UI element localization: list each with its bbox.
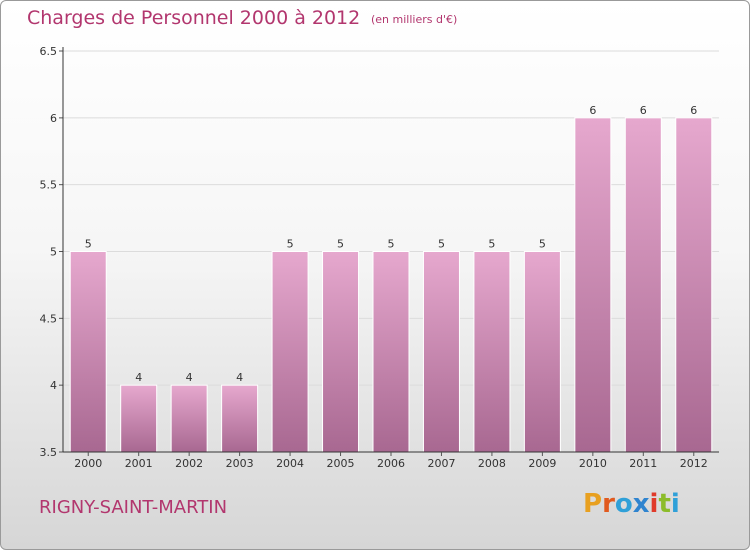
bar-value-label: 5 xyxy=(438,238,445,251)
bar-2010 xyxy=(574,117,612,453)
bar-2011 xyxy=(624,117,662,453)
y-tick-label: 4 xyxy=(50,379,57,392)
y-tick-label: 4.5 xyxy=(40,312,58,325)
proxiti-logo: Proxiti xyxy=(583,489,680,519)
bar-value-label: 6 xyxy=(690,104,697,117)
x-tick-label: 2007 xyxy=(427,457,455,470)
x-tick-label: 2012 xyxy=(680,457,708,470)
bar-2003 xyxy=(221,384,259,453)
chart-subtitle: (en milliers d'€) xyxy=(371,13,458,26)
bar-2007 xyxy=(422,251,460,453)
bar-value-label: 5 xyxy=(337,238,344,251)
bar-2009 xyxy=(523,251,561,453)
bar-value-label: 4 xyxy=(135,371,142,384)
y-tick-label: 5 xyxy=(50,246,57,259)
x-tick-label: 2004 xyxy=(276,457,304,470)
bar-2004 xyxy=(271,251,309,453)
bar-value-label: 4 xyxy=(236,371,243,384)
y-tick-label: 3.5 xyxy=(40,446,58,459)
x-tick-label: 2002 xyxy=(175,457,203,470)
bar-2006 xyxy=(372,251,410,453)
x-tick-label: 2003 xyxy=(226,457,254,470)
commune-name: RIGNY-SAINT-MARTIN xyxy=(39,497,228,518)
bar-2002 xyxy=(170,384,208,453)
bar-value-label: 5 xyxy=(287,238,294,251)
bar-value-label: 6 xyxy=(640,104,647,117)
logo-letter: o xyxy=(614,489,633,519)
bar-2012 xyxy=(675,117,713,453)
labels: 3.5 4 4.5 5 5.5 6 6.5 5 2000 4 2001 4 2002 4 2003 5 2004… xyxy=(40,45,708,470)
x-tick-label: 2010 xyxy=(579,457,607,470)
bar-value-label: 5 xyxy=(539,238,546,251)
bar-2005 xyxy=(322,251,360,453)
x-tick-label: 2009 xyxy=(528,457,556,470)
logo-letter: x xyxy=(632,489,650,519)
x-tick-label: 2000 xyxy=(74,457,102,470)
y-tick-label: 5.5 xyxy=(40,179,58,192)
bar-2001 xyxy=(120,384,158,453)
logo-letter: r xyxy=(602,489,615,519)
y-tick-label: 6.5 xyxy=(40,45,58,58)
x-tick-label: 2006 xyxy=(377,457,405,470)
bar-2000 xyxy=(69,251,107,453)
logo-letter: P xyxy=(583,489,603,519)
x-tick-label: 2008 xyxy=(478,457,506,470)
chart-title: Charges de Personnel 2000 à 2012 xyxy=(27,7,361,29)
x-tick-label: 2005 xyxy=(327,457,355,470)
x-tick-label: 2001 xyxy=(125,457,153,470)
logo-letter: t xyxy=(658,489,671,519)
logo-letter: i xyxy=(649,489,659,519)
bar-value-label: 5 xyxy=(488,238,495,251)
y-tick-label: 6 xyxy=(50,112,57,125)
bar-value-label: 4 xyxy=(186,371,193,384)
x-tick-label: 2011 xyxy=(629,457,657,470)
bars xyxy=(69,117,713,453)
bar-value-label: 5 xyxy=(388,238,395,251)
bar-value-label: 6 xyxy=(589,104,596,117)
axes xyxy=(59,47,719,456)
bar-value-label: 5 xyxy=(85,238,92,251)
logo-letter: i xyxy=(670,489,680,519)
bar-2008 xyxy=(473,251,511,453)
